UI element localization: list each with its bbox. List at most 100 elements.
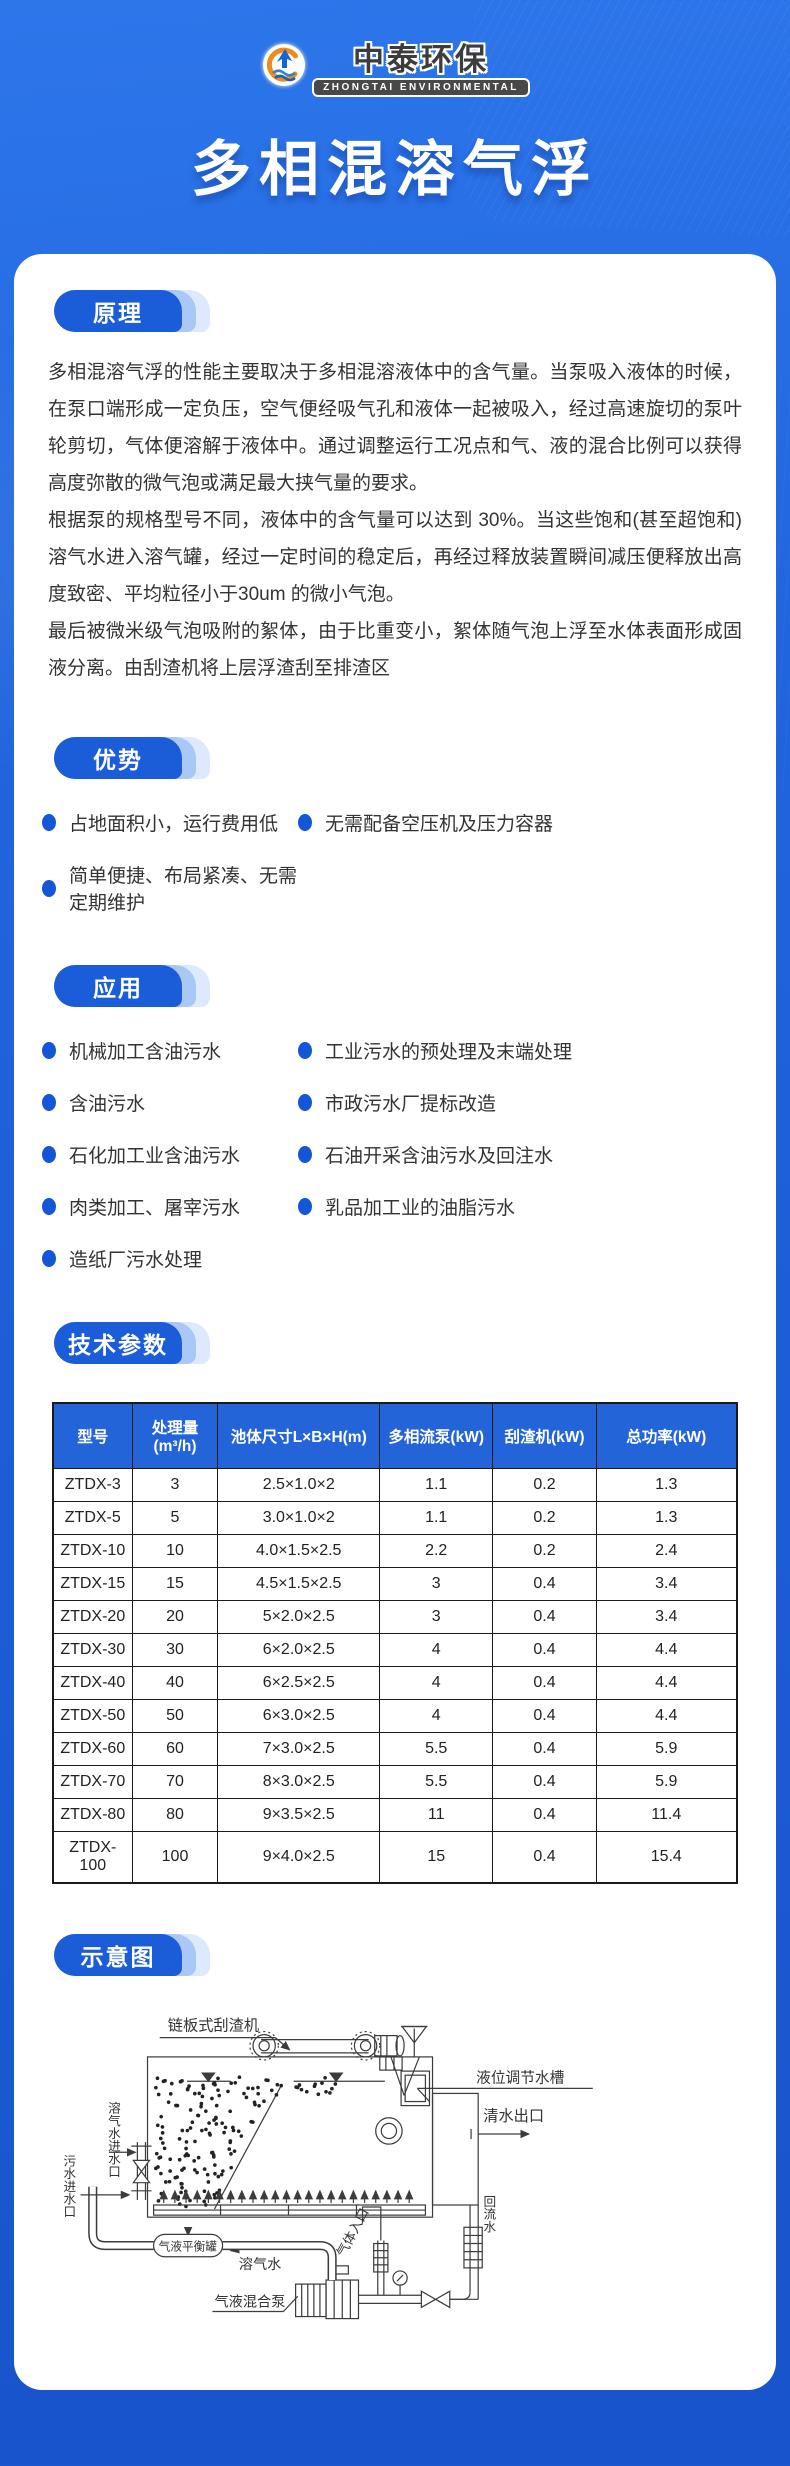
table-header-row: 型号 处理量(m³/h) 池体尺寸L×B×H(m) 多相流泵(kW) 刮渣机(kW) 总功… [52,1402,738,1469]
cell-pump-power: 2.2 [378,1534,494,1568]
bullet-dot-icon [298,1094,312,1111]
section-tag-label: 优势 [54,737,182,779]
section-principle: 原理 多相混溶气浮的性能主要取决于多相混溶液体中的含气量。当泵吸入液体的时候，在… [40,290,750,687]
schematic-svg: 链板式刮渣机 液位调节水槽 清水出口 溶气水进水口 污水进水口 气液平衡罐 溶气… [61,2017,593,2320]
cell-capacity: 70 [131,1765,219,1799]
section-parameters: 技术参数 型号 处理量(m³/h) 池体尺寸L×B×H(m) 多相流泵(kW) 刮渣机(… [40,1322,750,1884]
cell-pump-power: 4 [378,1666,494,1700]
bullet-dot-icon [42,1146,56,1163]
cell-capacity: 100 [131,1831,219,1884]
list-item: 占地面积小，运行费用低 [42,809,298,836]
cell-scraper-power: 0.2 [492,1468,597,1502]
brand-name-cn: 中泰环保 [352,42,489,77]
table-row: ZTDX-15 15 4.5×1.5×2.5 3 0.4 3.4 [52,1567,738,1601]
bullet-dot-icon [298,1198,312,1215]
label-balance-tank: 气液平衡罐 [159,2240,218,2254]
list-item: 石化加工业含油污水 [42,1141,298,1168]
list-item: 肉类加工、屠宰污水 [42,1193,298,1220]
cell-scraper-power: 0.4 [492,1600,597,1634]
cell-total-power: 5.9 [595,1732,738,1766]
cell-capacity: 10 [131,1534,219,1568]
section-applications: 应用 机械加工含油污水 工业污水的预处理及末端处理 含油污水 市政污水厂提标改造… [40,965,750,1272]
cell-pump-power: 3 [378,1600,494,1634]
brand-logo: 中泰环保 ZHONGTAI ENVIRONMENTAL [0,34,790,95]
section-tag-label: 应用 [54,965,182,1007]
section-tag-label: 示意图 [54,1934,182,1976]
list-item: 机械加工含油污水 [42,1037,298,1064]
principle-paragraph: 多相混溶气浮的性能主要取决于多相混溶液体中的含气量。当泵吸入液体的时候，在泵口端… [48,362,742,494]
label-mixing-pump: 气液混合泵 [214,2294,285,2310]
table-header-cell: 多相流泵(kW) [378,1402,494,1469]
table-header: 型号 处理量(m³/h) 池体尺寸L×B×H(m) 多相流泵(kW) 刮渣机(kW) 总功… [52,1402,738,1469]
table-row: ZTDX-40 40 6×2.5×2.5 4 0.4 4.4 [52,1666,738,1700]
cell-model: ZTDX-40 [52,1666,133,1700]
brand-text: 中泰环保 ZHONGTAI ENVIRONMENTAL [314,34,528,95]
cell-dimensions: 9×3.5×2.5 [217,1798,380,1832]
table-row: ZTDX-20 20 5×2.0×2.5 3 0.4 3.4 [52,1600,738,1634]
principle-paragraph: 根据泵的规格型号不同，液体中的含气量可以达到 30%。当这些饱和(甚至超饱和)溶… [48,510,742,605]
cell-total-power: 1.3 [595,1468,738,1502]
list-item-label: 工业污水的预处理及末端处理 [325,1042,573,1063]
cell-pump-power: 4 [378,1699,494,1733]
section-tag-label: 技术参数 [54,1322,182,1364]
label-clean-water-outlet: 清水出口 [483,2108,544,2125]
table-header-cell: 池体尺寸L×B×H(m) [217,1402,380,1469]
table-header-cell: 型号 [52,1402,133,1469]
cell-model: ZTDX-60 [52,1732,133,1766]
cell-model: ZTDX-80 [52,1798,133,1832]
cell-dimensions: 6×2.5×2.5 [217,1666,380,1700]
table-row: ZTDX-5 5 3.0×1.0×2 1.1 0.2 1.3 [52,1501,738,1535]
label-dissolved-air-inlet: 溶气水进水口 [106,2102,120,2178]
content-card: 原理 多相混溶气浮的性能主要取决于多相混溶液体中的含气量。当泵吸入液体的时候，在… [14,254,776,2390]
cell-scraper-power: 0.4 [492,1699,597,1733]
cell-pump-power: 1.1 [378,1468,494,1502]
cell-pump-power: 15 [378,1831,494,1884]
cell-pump-power: 5.5 [378,1765,494,1799]
label-return-water: 回流水 [481,2195,495,2233]
section-tag-advantages: 优势 [54,737,210,779]
advantages-list: 占地面积小，运行费用低 无需配备空压机及压力容器 简单便捷、布局紧凑、无需定期维… [42,809,748,915]
cell-pump-power: 3 [378,1567,494,1601]
table-row: ZTDX-70 70 8×3.0×2.5 5.5 0.4 5.9 [52,1765,738,1799]
principle-paragraph: 最后被微米级气泡吸附的絮体，由于比重变小，絮体随气泡上浮至水体表面形成固液分离。… [48,621,742,679]
section-tag-diagram: 示意图 [54,1934,210,1976]
list-item: 无需配备空压机及压力容器 [298,809,748,836]
table-header-cell: 刮渣机(kW) [492,1402,597,1469]
cell-capacity: 40 [131,1666,219,1700]
label-chain-scraper: 链板式刮渣机 [168,2017,259,2035]
bullet-dot-icon [42,1250,56,1267]
schematic-diagram: 链板式刮渣机 液位调节水槽 清水出口 溶气水进水口 污水进水口 气液平衡罐 溶气… [40,1992,750,2332]
list-item: 市政污水厂提标改造 [298,1089,748,1116]
bullet-dot-icon [42,1042,56,1059]
page-header: 中泰环保 ZHONGTAI ENVIRONMENTAL 多相混溶气浮 [0,0,790,208]
list-item-label: 含油污水 [69,1094,146,1115]
cell-pump-power: 4 [378,1633,494,1667]
table-body: ZTDX-3 3 2.5×1.0×2 1.1 0.2 1.3 ZTDX-5 5 … [52,1468,738,1884]
cell-dimensions: 3.0×1.0×2 [217,1501,380,1535]
cell-model: ZTDX-100 [52,1831,133,1884]
cell-capacity: 60 [131,1732,219,1766]
cell-dimensions: 4.5×1.5×2.5 [217,1567,380,1601]
list-item-label: 石油开采含油污水及回注水 [325,1146,554,1167]
cell-scraper-power: 0.4 [492,1831,597,1884]
cell-total-power: 4.4 [595,1699,738,1733]
cell-dimensions: 2.5×1.0×2 [217,1468,380,1502]
brand-logo-icon [263,43,306,86]
list-item-label: 无需配备空压机及压力容器 [325,814,554,835]
cell-capacity: 5 [131,1501,219,1535]
table-row: ZTDX-3 3 2.5×1.0×2 1.1 0.2 1.3 [52,1468,738,1502]
cell-total-power: 11.4 [595,1798,738,1832]
list-item: 工业污水的预处理及末端处理 [298,1037,748,1064]
brand-name-en: ZHONGTAI ENVIRONMENTAL [314,80,528,95]
cell-scraper-power: 0.4 [492,1633,597,1667]
cell-scraper-power: 0.4 [492,1732,597,1766]
list-item-label: 占地面积小，运行费用低 [69,814,279,835]
list-item-label: 乳品加工业的油脂污水 [325,1198,516,1219]
cell-capacity: 3 [131,1468,219,1502]
cell-dimensions: 8×3.0×2.5 [217,1765,380,1799]
label-dissolved-water: 溶气水 [239,2257,282,2273]
cell-total-power: 4.4 [595,1666,738,1700]
cell-capacity: 20 [131,1600,219,1634]
section-advantages: 优势 占地面积小，运行费用低 无需配备空压机及压力容器 简单便捷、布局紧凑、无需… [40,737,750,915]
list-item: 简单便捷、布局紧凑、无需定期维护 [42,861,298,915]
